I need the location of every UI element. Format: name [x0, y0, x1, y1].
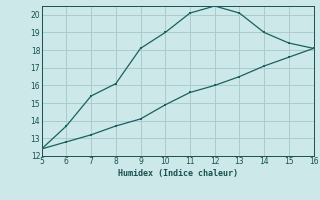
X-axis label: Humidex (Indice chaleur): Humidex (Indice chaleur) [118, 169, 237, 178]
